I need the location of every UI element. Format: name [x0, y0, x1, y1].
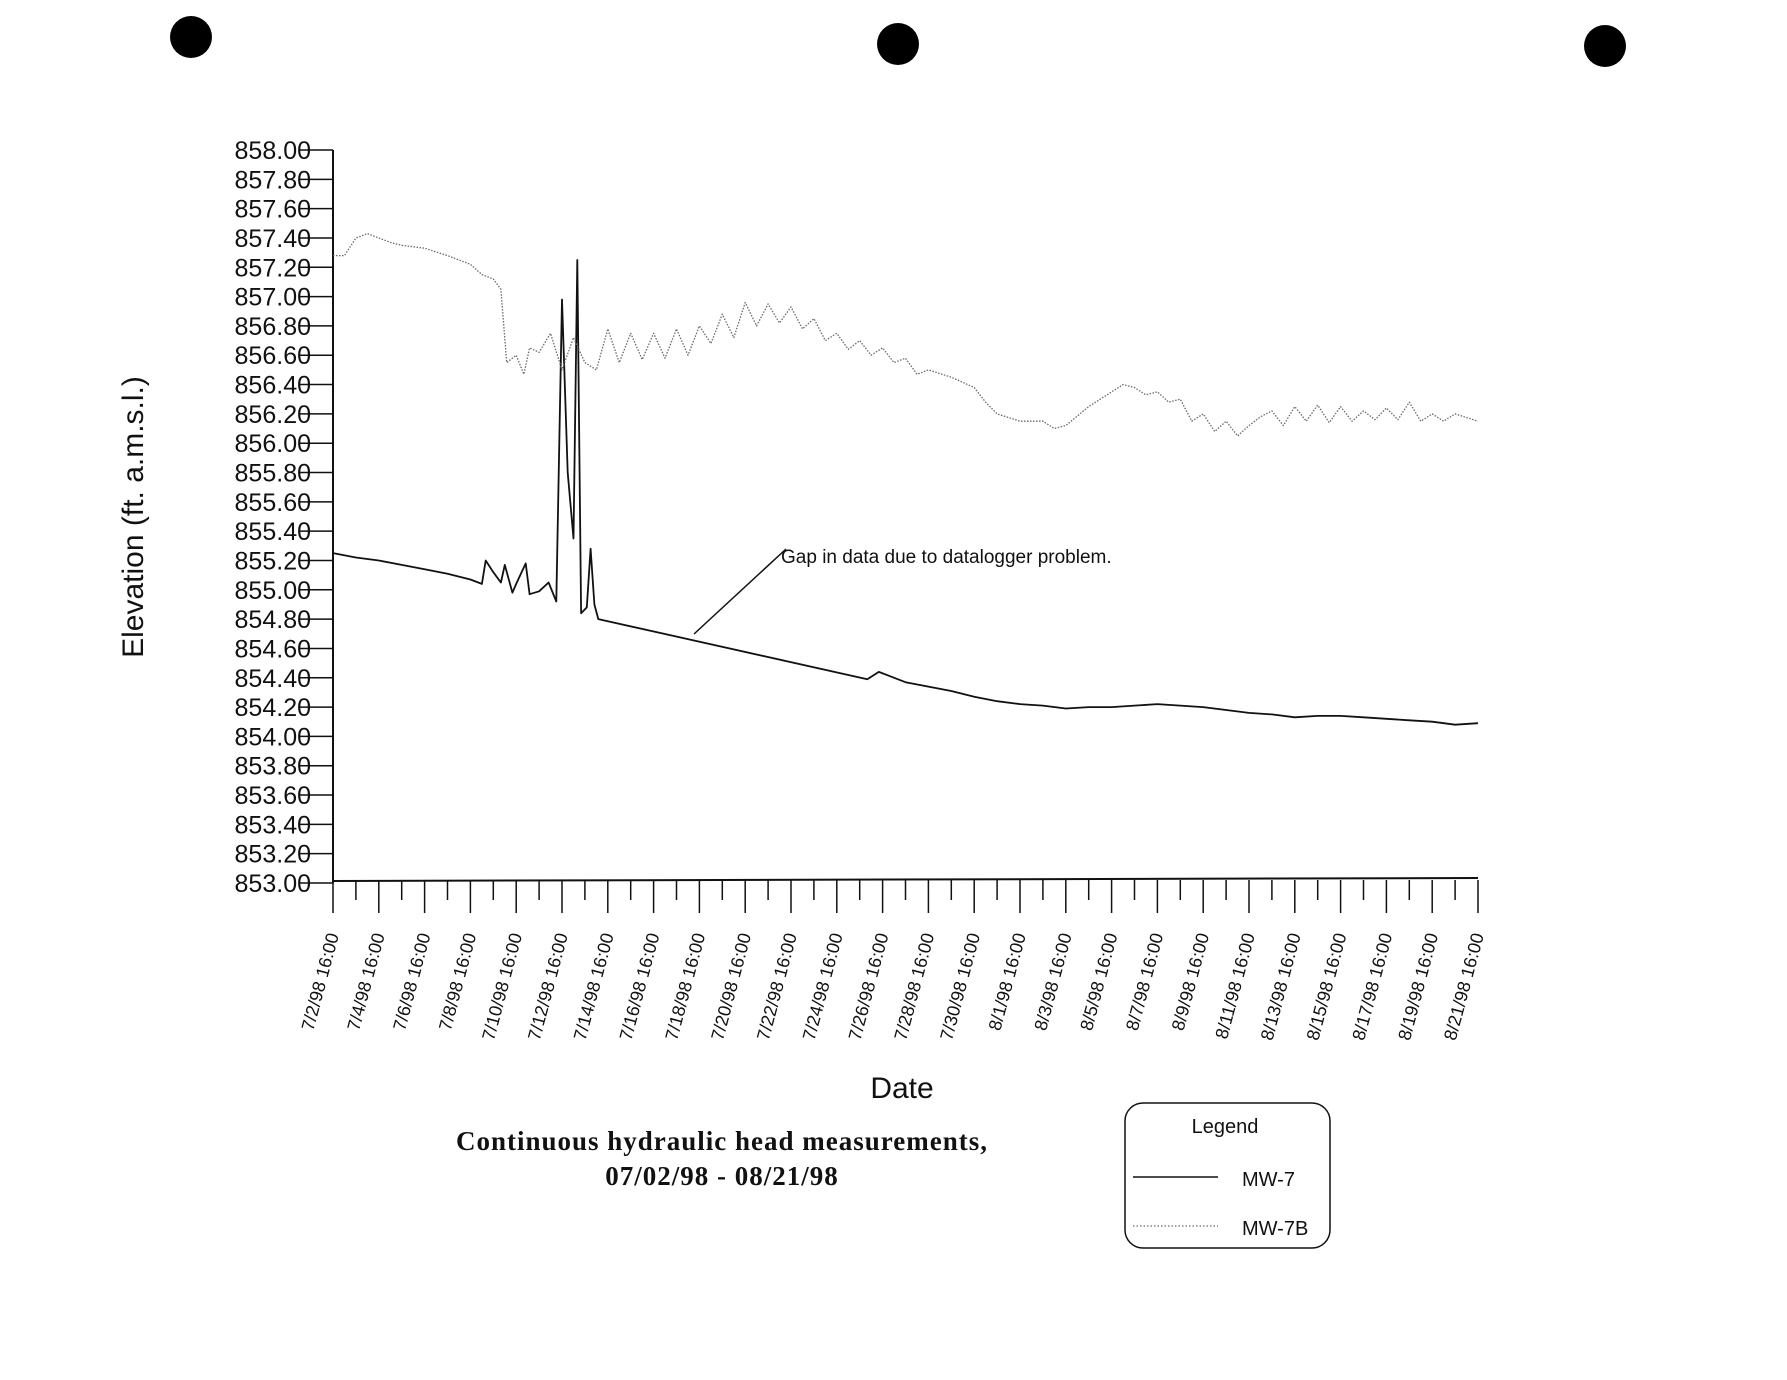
- series-line-mw-7b: [333, 232, 1479, 437]
- x-tick-label: 7/6/98 16:00: [389, 931, 434, 1033]
- x-tick-label: 7/4/98 16:00: [343, 931, 388, 1033]
- y-tick-label: 857.00: [235, 284, 311, 312]
- y-tick-label: 853.20: [235, 841, 311, 869]
- x-tick-label: 8/11/98 16:00: [1211, 931, 1258, 1041]
- y-tick-label: 853.00: [235, 870, 311, 898]
- y-tick-label: 855.60: [235, 489, 311, 517]
- y-tick-label: 856.60: [235, 342, 311, 370]
- chart-caption-line-1: Continuous hydraulic head measurements,: [456, 1126, 988, 1156]
- y-tick-label: 857.60: [235, 196, 311, 224]
- legend-label-mw7b: MW-7B: [1242, 1218, 1308, 1240]
- y-tick-label: 857.20: [235, 254, 311, 282]
- y-tick-labels: 858.00857.80857.60857.40857.20857.00856.…: [235, 137, 311, 898]
- x-tick-label: 8/21/98 16:00: [1440, 931, 1488, 1043]
- annotation-leader-line: [693, 548, 787, 635]
- y-tick-label: 856.40: [235, 372, 311, 400]
- x-tick-label: 8/1/98 16:00: [985, 931, 1030, 1033]
- y-tick-label: 855.20: [235, 547, 311, 575]
- x-tick-label: 7/10/98 16:00: [478, 931, 526, 1043]
- y-tick-label: 855.00: [235, 577, 311, 605]
- y-tick-marks: [299, 149, 333, 884]
- y-tick-label: 855.40: [235, 518, 311, 546]
- x-tick-label: 8/9/98 16:00: [1168, 931, 1213, 1033]
- y-tick-label: 853.60: [235, 782, 311, 810]
- y-tick-label: 857.40: [235, 225, 311, 253]
- x-axis: 7/2/98 16:00 7/4/98 16:00 7/6/98 16:00 7/8/…: [298, 877, 1488, 1043]
- x-tick-label: 8/19/98 16:00: [1394, 931, 1442, 1043]
- x-tick-label: 7/28/98 16:00: [890, 931, 938, 1043]
- y-tick-label: 853.80: [235, 753, 311, 781]
- x-tick-marks: [332, 880, 1479, 913]
- legend-title: Legend: [1192, 1116, 1259, 1138]
- x-tick-label: 8/3/98 16:00: [1030, 931, 1075, 1033]
- y-tick-label: 856.20: [235, 401, 311, 429]
- legend: Legend MW-7 MW-7B: [1124, 1102, 1331, 1249]
- punch-hole-center: [877, 23, 919, 65]
- x-tick-label: 8/5/98 16:00: [1076, 931, 1121, 1033]
- x-tick-label: 7/12/98 16:00: [524, 931, 572, 1043]
- x-tick-label: 7/2/98 16:00: [298, 931, 343, 1033]
- y-tick-label: 853.40: [235, 811, 311, 839]
- punch-hole-left: [170, 16, 212, 58]
- series-line-mw-7: [332, 259, 1479, 726]
- y-tick-label: 856.00: [235, 430, 311, 458]
- gap-annotation: Gap in data due to datalogger problem.: [781, 547, 1112, 568]
- y-tick-label: 857.80: [235, 166, 311, 194]
- chart-caption-line-2: 07/02/98 - 08/21/98: [605, 1161, 839, 1191]
- x-tick-label: 7/22/98 16:00: [753, 931, 801, 1043]
- y-tick-label: 854.60: [235, 635, 311, 663]
- y-tick-label: 854.00: [235, 723, 311, 751]
- x-axis-title: Date: [870, 1072, 933, 1105]
- y-tick-label: 855.80: [235, 460, 311, 488]
- legend-label-mw7: MW-7: [1242, 1169, 1295, 1191]
- x-tick-label: 7/20/98 16:00: [707, 931, 755, 1043]
- x-tick-label: 8/7/98 16:00: [1122, 931, 1167, 1033]
- y-tick-label: 856.80: [235, 313, 311, 341]
- x-tick-label: 7/24/98 16:00: [799, 931, 847, 1043]
- x-tick-label: 7/16/98 16:00: [616, 931, 664, 1043]
- x-tick-label: 8/13/98 16:00: [1257, 931, 1305, 1043]
- x-tick-labels: 7/2/98 16:00 7/4/98 16:00 7/6/98 16:00 7/8/…: [298, 931, 1488, 1043]
- x-tick-label: 7/18/98 16:00: [661, 931, 709, 1043]
- y-tick-label: 854.20: [235, 694, 311, 722]
- punch-hole-right: [1584, 25, 1626, 67]
- y-axis: 858.00857.80857.60857.40857.20857.00856.…: [235, 137, 334, 898]
- x-tick-label: 8/17/98 16:00: [1348, 931, 1396, 1043]
- x-tick-label: 7/26/98 16:00: [845, 931, 893, 1043]
- x-tick-label: 7/8/98 16:00: [435, 931, 480, 1033]
- x-tick-label: 7/30/98 16:00: [936, 931, 984, 1043]
- legend-box: [1124, 1102, 1331, 1249]
- x-tick-label: 7/14/98 16:00: [570, 931, 618, 1043]
- y-axis-title: Elevation (ft. a.m.s.l.): [117, 376, 150, 658]
- x-tick-label: 8/15/98 16:00: [1303, 931, 1351, 1043]
- series-layer: [332, 232, 1479, 726]
- y-tick-label: 854.40: [235, 665, 311, 693]
- y-tick-label: 858.00: [235, 137, 311, 165]
- y-tick-label: 854.80: [235, 606, 311, 634]
